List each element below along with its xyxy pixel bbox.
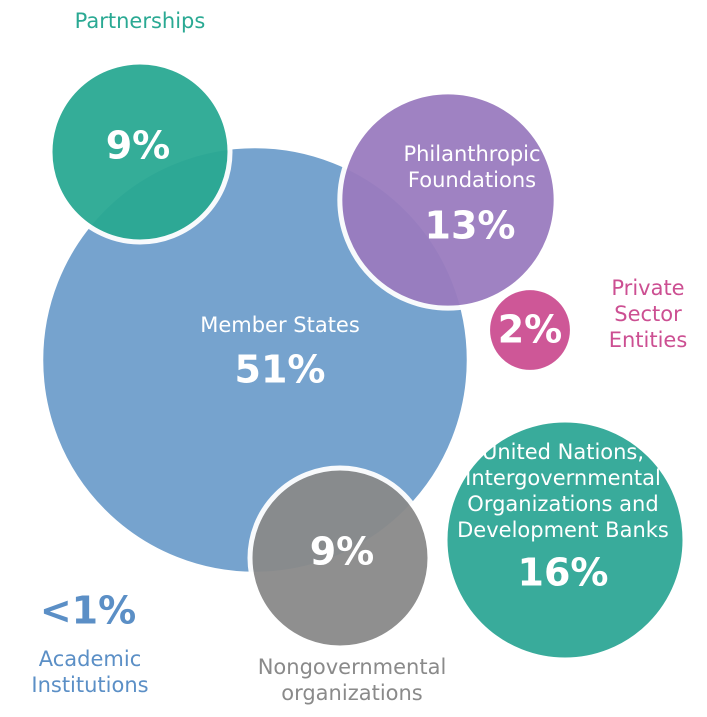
value-label: 9% (106, 124, 171, 168)
category-label: United Nations, Intergovernmental Organiza… (457, 440, 669, 542)
value-label: 51% (235, 348, 326, 392)
category-label: Philanthropic Foundations (403, 142, 540, 192)
value-label: <1% (40, 589, 136, 633)
value-label: 9% (310, 530, 375, 574)
bubble (442, 417, 688, 663)
category-label: Nongovernmental organizations (258, 655, 447, 705)
category-label: Member States (200, 313, 360, 337)
bubble (47, 59, 233, 245)
bubble (337, 89, 559, 311)
bubble (247, 465, 433, 651)
category-label: Partnerships (75, 9, 206, 33)
bubble (485, 285, 575, 375)
value-label: 16% (518, 551, 609, 595)
value-label: 13% (425, 204, 516, 248)
value-label: 2% (498, 308, 563, 352)
category-label: Academic Institutions (31, 647, 148, 697)
category-label: Private Sector Entities (609, 276, 688, 352)
